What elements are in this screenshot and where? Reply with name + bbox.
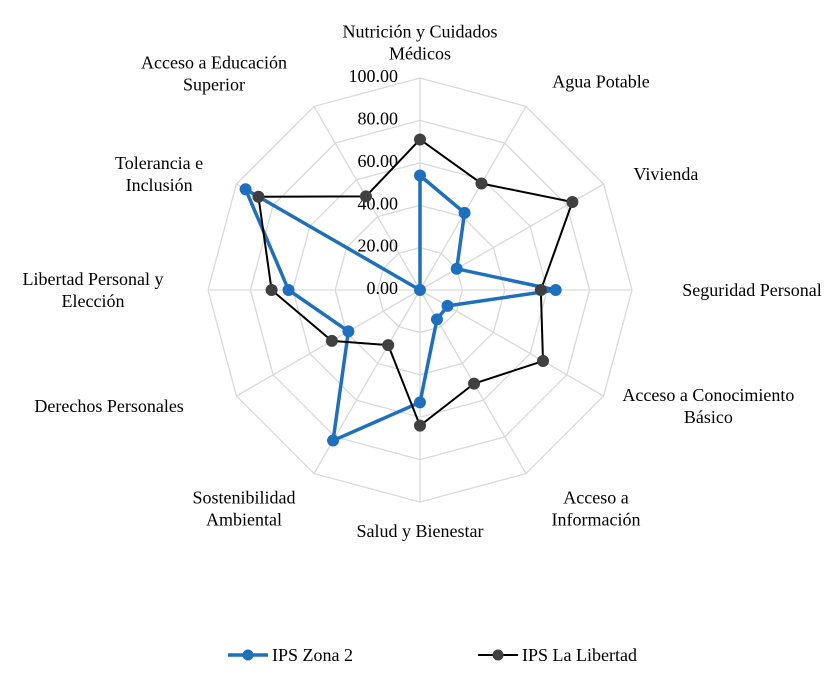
data-point: [534, 284, 547, 296]
category-label: Acceso a Educación Superior: [141, 52, 287, 95]
legend-marker: [492, 649, 504, 661]
tick-label: 100.00: [349, 66, 399, 86]
category-label: Acceso a Información: [551, 487, 641, 530]
data-point: [468, 377, 481, 390]
data-point: [441, 299, 454, 312]
data-point: [282, 284, 295, 296]
spoke: [419, 106, 527, 291]
tick-label: 60.00: [358, 151, 399, 171]
legend-marker: [242, 649, 254, 661]
data-point: [414, 169, 426, 182]
data-point: [450, 262, 463, 275]
data-point: [239, 183, 252, 196]
data-point: [359, 190, 372, 203]
data-point: [458, 206, 471, 219]
data-point: [265, 284, 278, 296]
data-point: [252, 190, 265, 203]
data-point: [549, 284, 562, 296]
data-point: [414, 133, 426, 146]
data-point: [414, 284, 426, 296]
category-label: Sostenibilidad Ambiental: [192, 487, 296, 530]
category-label: Nutrición y Cuidados Médicos: [342, 21, 498, 64]
data-point: [537, 355, 550, 368]
category-label: Salud y Bienestar: [356, 520, 484, 541]
category-label: Acceso a Conocimiento Básico: [622, 385, 795, 427]
category-label: Derechos Personales: [34, 396, 184, 416]
legend-label: IPS Zona 2: [272, 645, 353, 665]
category-label: Libertad Personal y Elección: [22, 269, 164, 311]
data-point: [342, 325, 355, 338]
tick-label: 0.00: [367, 278, 399, 298]
data-point: [475, 177, 488, 190]
legend-label: IPS La Libertad: [522, 645, 637, 665]
data-point: [327, 434, 340, 447]
data-point: [414, 396, 426, 409]
tick-label: 20.00: [358, 236, 399, 256]
category-label: Agua Potable: [552, 71, 650, 92]
tick-label: 80.00: [358, 109, 399, 129]
data-point: [325, 334, 338, 347]
category-label: Seguridad Personal: [682, 280, 822, 300]
category-label: Vivienda: [633, 164, 699, 184]
category-label: Tolerancia e Inclusión: [114, 153, 204, 195]
data-point: [430, 313, 443, 326]
data-point: [382, 339, 395, 352]
data-point: [566, 196, 579, 209]
data-point: [414, 419, 426, 432]
